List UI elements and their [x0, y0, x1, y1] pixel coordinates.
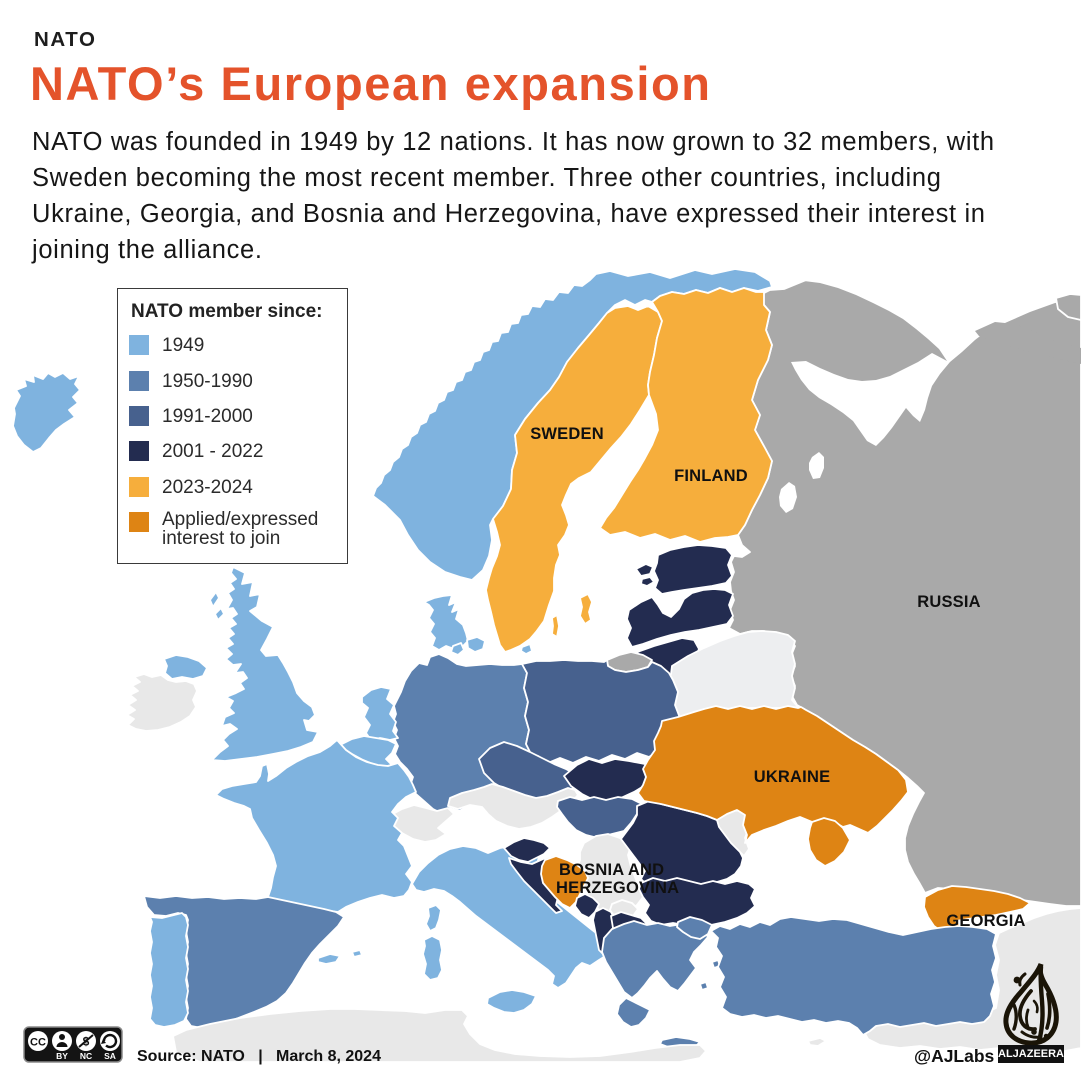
- svg-text:CC: CC: [30, 1037, 46, 1049]
- svg-text:RUSSIA: RUSSIA: [917, 593, 981, 611]
- svg-text:HERZEGOVINA: HERZEGOVINA: [556, 879, 679, 897]
- svg-text:GEORGIA: GEORGIA: [946, 912, 1025, 930]
- svg-text:SA: SA: [104, 1051, 116, 1061]
- svg-text:BY: BY: [56, 1051, 68, 1061]
- svg-text:UKRAINE: UKRAINE: [754, 768, 831, 786]
- svg-text:NC: NC: [80, 1051, 92, 1061]
- svg-text:SWEDEN: SWEDEN: [530, 425, 604, 443]
- svg-text:BOSNIA AND: BOSNIA AND: [559, 861, 664, 879]
- svg-text:FINLAND: FINLAND: [674, 467, 748, 485]
